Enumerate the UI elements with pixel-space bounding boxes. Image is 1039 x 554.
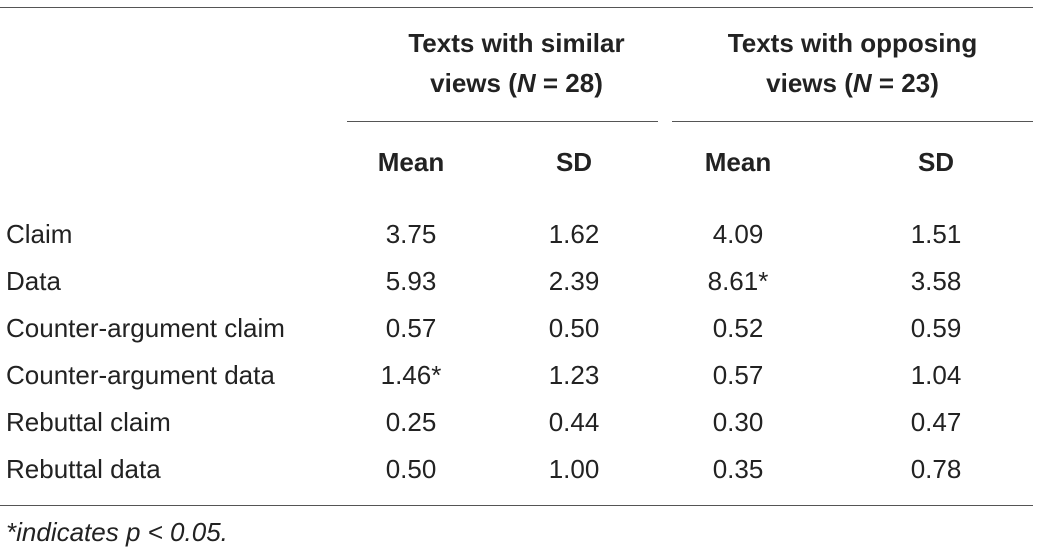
cell-mean-opposing: 0.52 [712,313,764,343]
table-bottom-rule [0,505,1033,506]
cell-sd-opposing: 0.78 [910,454,962,484]
sample-size-symbol: N [516,68,536,98]
cell-sd-similar: 2.39 [548,266,600,296]
group-header-line2: views (N = 28) [347,63,686,103]
cell-sd-similar: 1.23 [548,360,600,390]
cell-mean-opposing: 8.61* [707,266,769,296]
table-row: Counter-argument claim 0.57 0.50 0.52 0.… [0,305,1033,352]
column-header-mean-opposing: Mean [704,147,772,177]
group-header-opposing-views: Texts with opposing views (N = 23) [672,23,1033,103]
table-row: Data 5.93 2.39 8.61* 3.58 [0,258,1033,305]
column-header-sd-similar: SD [555,147,593,177]
cell-mean-similar: 3.75 [385,219,437,249]
column-header-mean-similar: Mean [377,147,445,177]
cell-mean-similar: 0.25 [385,407,437,437]
group-header-line2: views (N = 23) [672,63,1033,103]
table-row: Rebuttal data 0.50 1.00 0.35 0.78 [0,446,1033,493]
sample-size-symbol: N [852,68,872,98]
row-label: Counter-argument claim [6,313,285,343]
cell-mean-opposing: 0.35 [712,454,764,484]
cell-mean-similar: 0.57 [385,313,437,343]
table-top-rule [0,7,1033,8]
cell-sd-similar: 0.44 [548,407,600,437]
cell-mean-opposing: 0.57 [712,360,764,390]
group-header-line1: Texts with opposing [727,28,978,58]
cell-sd-similar: 1.62 [548,219,600,249]
cell-sd-similar: 1.00 [548,454,600,484]
table-row: Counter-argument data 1.46* 1.23 0.57 1.… [0,352,1033,399]
table-row: Claim 3.75 1.62 4.09 1.51 [0,211,1033,258]
sample-size-value: = 28) [535,68,603,98]
cell-mean-opposing: 0.30 [712,407,764,437]
cell-sd-similar: 0.50 [548,313,600,343]
row-label: Rebuttal data [6,454,161,484]
cell-mean-similar: 5.93 [385,266,437,296]
cell-sd-opposing: 1.04 [910,360,962,390]
cell-sd-opposing: 0.47 [910,407,962,437]
group-header-line1: Texts with similar [408,28,625,58]
group-header-prefix: views ( [430,68,517,98]
group-header-prefix: views ( [766,68,853,98]
sample-size-value: = 23) [871,68,939,98]
row-label: Counter-argument data [6,360,275,390]
table-footnote: *indicates p < 0.05. [6,517,228,547]
cell-sd-opposing: 1.51 [910,219,962,249]
cell-sd-opposing: 0.59 [910,313,962,343]
table-row: Rebuttal claim 0.25 0.44 0.30 0.47 [0,399,1033,446]
group-rule-opposing [672,121,1033,122]
cell-mean-opposing: 4.09 [712,219,764,249]
row-label: Data [6,266,61,296]
group-header-similar-views: Texts with similar views (N = 28) [347,23,686,103]
cell-mean-similar: 0.50 [385,454,437,484]
row-label: Rebuttal claim [6,407,171,437]
group-rule-similar [347,121,658,122]
column-header-sd-opposing: SD [917,147,955,177]
cell-mean-similar: 1.46* [380,360,442,390]
row-label: Claim [6,219,73,249]
cell-sd-opposing: 3.58 [910,266,962,296]
